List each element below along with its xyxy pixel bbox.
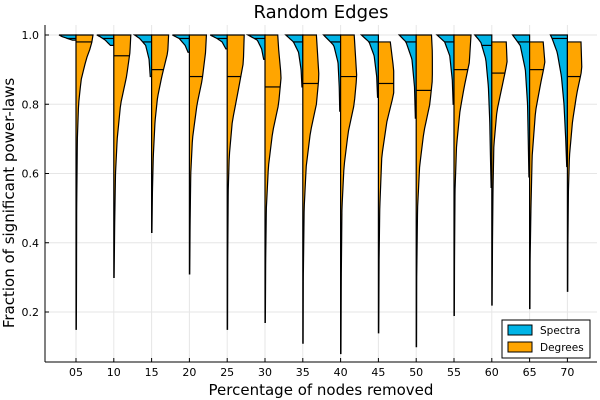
violin-spectra-30 bbox=[245, 34, 266, 60]
violin-spectra-65 bbox=[511, 34, 531, 178]
violin-degrees-50 bbox=[415, 34, 433, 348]
violin-degrees-65 bbox=[529, 41, 546, 310]
x-tick-label: 15 bbox=[145, 366, 159, 379]
violin-degrees-55 bbox=[453, 34, 472, 317]
x-tick-label: 60 bbox=[485, 366, 499, 379]
x-tick-label: 65 bbox=[523, 366, 537, 379]
violin-plots bbox=[58, 34, 583, 355]
legend-swatch-spectra bbox=[507, 324, 533, 336]
violin-degrees-25 bbox=[226, 34, 245, 330]
x-tick-label: 05 bbox=[69, 366, 83, 379]
violin-degrees-70 bbox=[566, 41, 583, 292]
legend-swatch-degrees bbox=[507, 341, 533, 353]
x-tick-label: 20 bbox=[182, 366, 196, 379]
x-tick-label: 45 bbox=[371, 366, 385, 379]
x-tick-label: 30 bbox=[258, 366, 272, 379]
x-tick-label: 55 bbox=[447, 366, 461, 379]
violin-degrees-10 bbox=[113, 34, 132, 278]
violin-spectra-10 bbox=[96, 34, 115, 46]
y-tick-label: 0.2 bbox=[22, 306, 40, 319]
x-tick-label: 40 bbox=[334, 366, 348, 379]
violin-spectra-55 bbox=[435, 34, 455, 105]
violin-degrees-05 bbox=[75, 34, 94, 330]
violin-spectra-05 bbox=[58, 34, 77, 41]
violin-spectra-50 bbox=[397, 34, 417, 119]
violin-degrees-40 bbox=[340, 34, 358, 355]
grid-lines bbox=[45, 25, 597, 362]
x-axis-label: Percentage of nodes removed bbox=[209, 381, 434, 399]
violin-spectra-70 bbox=[549, 34, 568, 168]
legend: Spectra Degrees bbox=[501, 319, 591, 359]
legend-label-degrees: Degrees bbox=[540, 342, 584, 354]
violin-degrees-20 bbox=[188, 34, 208, 275]
violin-degrees-15 bbox=[151, 34, 170, 233]
violin-spectra-25 bbox=[209, 34, 228, 50]
y-tick-label: 0.4 bbox=[22, 237, 40, 250]
axes bbox=[44, 25, 597, 363]
violin-degrees-45 bbox=[377, 41, 395, 334]
tick-labels: 0.2 0.4 0.6 0.8 1.0 05 10 15 20 25 30 35 40 45 50 55 60 6… bbox=[22, 29, 575, 379]
violin-spectra-40 bbox=[322, 34, 342, 112]
y-tick-label: 1.0 bbox=[22, 29, 40, 42]
violin-spectra-20 bbox=[172, 34, 190, 53]
x-tick-label: 70 bbox=[560, 366, 574, 379]
x-tick-label: 10 bbox=[107, 366, 121, 379]
y-tick-label: 0.6 bbox=[22, 168, 40, 181]
violin-spectra-35 bbox=[284, 34, 304, 88]
legend-label-spectra: Spectra bbox=[540, 325, 580, 337]
x-tick-label: 25 bbox=[220, 366, 234, 379]
violin-degrees-30 bbox=[264, 34, 282, 323]
x-tick-label: 50 bbox=[409, 366, 423, 379]
x-tick-label: 35 bbox=[296, 366, 310, 379]
y-axis-label: Fraction of significant power-laws bbox=[0, 78, 18, 329]
violin-spectra-60 bbox=[473, 34, 493, 188]
violin-degrees-35 bbox=[302, 34, 320, 344]
violin-degrees-60 bbox=[491, 41, 508, 306]
y-tick-label: 0.8 bbox=[22, 98, 40, 111]
violin-spectra-45 bbox=[359, 34, 379, 98]
violin-spectra-15 bbox=[132, 34, 153, 78]
chart-title: Random Edges bbox=[254, 2, 389, 23]
